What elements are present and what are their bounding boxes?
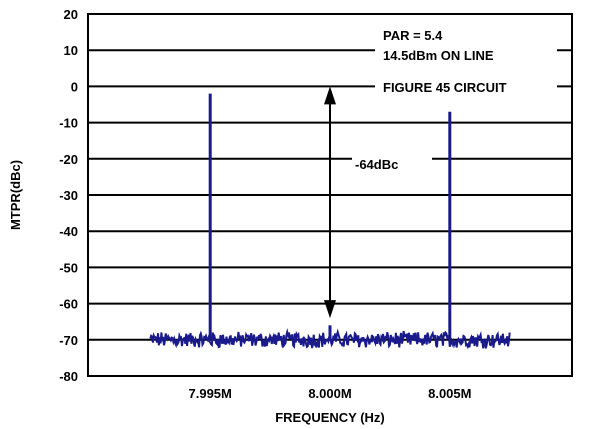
x-tick-label: 7.995M (189, 386, 232, 401)
y-tick-label: -60 (59, 297, 78, 312)
y-tick-label: -10 (59, 116, 78, 131)
spike-layer (208, 93, 452, 340)
arrow-head-up-icon (324, 86, 336, 105)
arrow-head-down-icon (324, 300, 336, 319)
y-tick-label: -20 (59, 152, 78, 167)
x-tick-labels: 7.995M 8.000M 8.005M (189, 386, 472, 401)
x-axis-title: FREQUENCY (Hz) (275, 410, 385, 425)
mtpr-label-background (352, 153, 432, 176)
y-tick-label: -70 (59, 333, 78, 348)
plot-frame (87, 13, 573, 377)
y-tick-label: 0 (71, 79, 78, 94)
par-annotation: PAR = 5.4 (383, 28, 443, 43)
mtpr-annotation: -64dBc (355, 157, 398, 172)
annotation-layer: PAR = 5.4 14.5dBm ON LINE FIGURE 45 CIRC… (324, 19, 557, 319)
line-level-annotation: 14.5dBm ON LINE (383, 48, 494, 63)
x-tick-label: 8.005M (428, 386, 471, 401)
y-tick-label: -50 (59, 260, 78, 275)
y-tick-label: 20 (64, 7, 78, 22)
y-tick-label: 10 (64, 43, 78, 58)
y-tick-label: -40 (59, 224, 78, 239)
y-tick-labels: 20 10 0 -10 -20 -30 -40 -50 -60 -70 -80 (59, 7, 78, 384)
x-tick-label: 8.000M (308, 386, 351, 401)
annotation-background (375, 19, 557, 101)
circuit-annotation: FIGURE 45 CIRCUIT (383, 80, 507, 95)
y-tick-label: -30 (59, 188, 78, 203)
y-axis-title: MTPR(dBc) (8, 160, 23, 230)
y-tick-label: -80 (59, 369, 78, 384)
